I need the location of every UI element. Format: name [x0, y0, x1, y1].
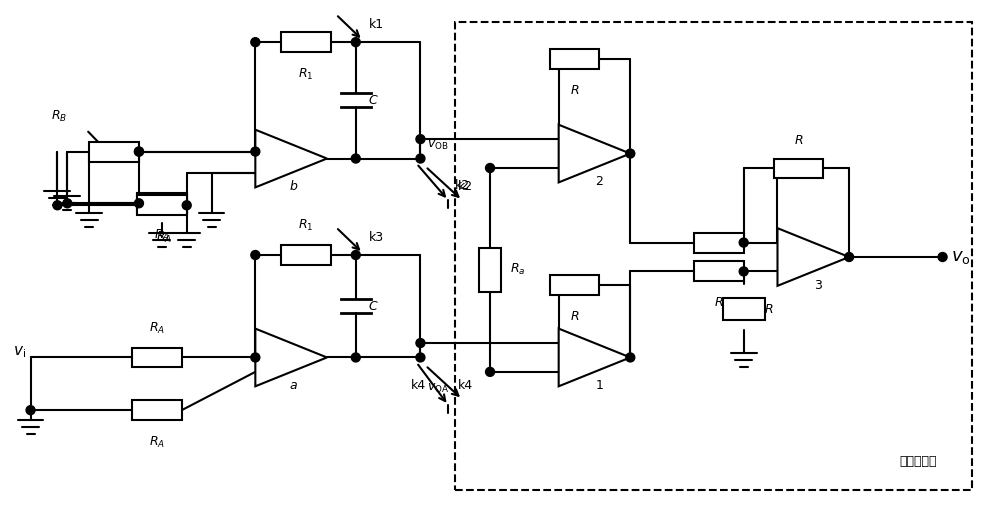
Text: $R_A$: $R_A$	[154, 228, 170, 243]
Circle shape	[182, 201, 191, 210]
Text: $v_{\rm OA}$: $v_{\rm OA}$	[427, 382, 450, 396]
Text: $R$: $R$	[570, 84, 579, 97]
Bar	[89, 142, 139, 162]
Circle shape	[251, 250, 260, 260]
Text: $R$: $R$	[714, 297, 724, 309]
Bar	[694, 232, 744, 252]
Circle shape	[251, 353, 260, 362]
Circle shape	[351, 154, 360, 163]
Circle shape	[845, 252, 854, 262]
Circle shape	[626, 353, 635, 362]
Circle shape	[416, 154, 425, 163]
Text: $R$: $R$	[714, 267, 724, 281]
Text: $v_{\rm o}$: $v_{\rm o}$	[951, 248, 970, 266]
Text: $-$: $-$	[566, 134, 576, 144]
Text: 2: 2	[596, 175, 603, 188]
Bar	[137, 195, 187, 215]
Text: $R_A$: $R_A$	[149, 321, 165, 336]
Text: $v_{\rm OB}$: $v_{\rm OB}$	[427, 139, 449, 151]
Circle shape	[63, 199, 72, 208]
Bar	[132, 400, 182, 420]
Circle shape	[416, 135, 425, 144]
Text: $R_a$: $R_a$	[510, 262, 525, 278]
Bar	[723, 298, 765, 320]
Text: $+$: $+$	[566, 366, 576, 378]
Text: 仪表放大器: 仪表放大器	[899, 455, 936, 468]
Text: k4: k4	[458, 379, 473, 392]
Polygon shape	[255, 329, 327, 386]
Polygon shape	[559, 125, 630, 183]
Text: b: b	[289, 181, 297, 193]
Circle shape	[739, 267, 748, 276]
Text: k2: k2	[458, 180, 473, 193]
Polygon shape	[777, 228, 849, 286]
Text: $R_A$: $R_A$	[156, 230, 172, 245]
Circle shape	[134, 147, 143, 156]
Text: $R_1$: $R_1$	[298, 67, 314, 82]
Polygon shape	[559, 329, 630, 386]
Text: $-$: $-$	[566, 338, 576, 348]
Circle shape	[251, 147, 260, 156]
Text: $R$: $R$	[764, 303, 773, 315]
Text: $+$: $+$	[262, 366, 272, 378]
Circle shape	[351, 250, 360, 260]
Text: $C$: $C$	[368, 94, 378, 107]
Bar	[550, 275, 599, 295]
Text: k1: k1	[369, 18, 384, 31]
Bar	[550, 49, 599, 69]
Bar	[479, 248, 501, 292]
Bar	[455, 22, 972, 490]
Text: $+$: $+$	[784, 266, 795, 277]
Text: 3: 3	[814, 279, 822, 292]
Circle shape	[134, 147, 143, 156]
Circle shape	[134, 199, 143, 208]
Text: $R_1$: $R_1$	[298, 218, 314, 233]
Text: k2: k2	[455, 179, 470, 192]
Text: $R$: $R$	[794, 133, 803, 147]
Text: $R_A$: $R_A$	[149, 435, 165, 450]
Circle shape	[486, 367, 495, 377]
Bar	[774, 159, 823, 179]
Circle shape	[416, 353, 425, 362]
Circle shape	[251, 37, 260, 47]
Text: k3: k3	[369, 231, 384, 244]
Circle shape	[351, 37, 360, 47]
Text: $C$: $C$	[368, 300, 378, 313]
Text: 1: 1	[596, 379, 603, 392]
Circle shape	[739, 238, 748, 247]
Text: $-$: $-$	[262, 139, 272, 149]
Text: $+$: $+$	[566, 163, 576, 173]
Text: $R_B$: $R_B$	[51, 109, 67, 124]
Text: $R$: $R$	[570, 310, 579, 323]
Circle shape	[26, 406, 35, 415]
Bar	[281, 245, 331, 265]
Bar	[694, 262, 744, 281]
Text: $v_{\rm i}$: $v_{\rm i}$	[13, 345, 26, 361]
Bar	[281, 32, 331, 52]
Circle shape	[416, 339, 425, 347]
Circle shape	[486, 164, 495, 172]
Circle shape	[626, 149, 635, 158]
Text: $+$: $+$	[262, 167, 272, 179]
Bar	[132, 347, 182, 367]
Text: $-$: $-$	[262, 338, 272, 348]
Text: k4: k4	[410, 379, 426, 392]
Circle shape	[351, 353, 360, 362]
Circle shape	[53, 201, 62, 210]
Bar	[137, 193, 187, 213]
Circle shape	[938, 252, 947, 262]
Text: $-$: $-$	[784, 238, 795, 248]
Text: a: a	[289, 379, 297, 392]
Polygon shape	[255, 130, 327, 187]
